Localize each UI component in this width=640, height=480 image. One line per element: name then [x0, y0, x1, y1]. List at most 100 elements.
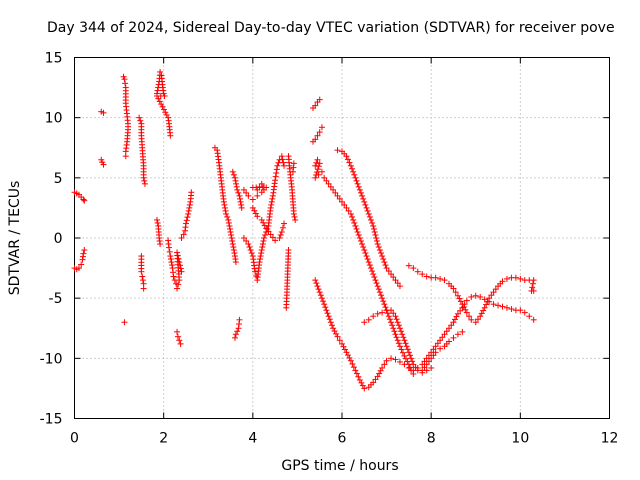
- data-point-marker: [352, 222, 359, 229]
- data-point-marker: [182, 220, 189, 227]
- data-point-marker: [260, 219, 267, 226]
- data-point-marker: [512, 274, 519, 281]
- data-point-marker: [428, 364, 435, 371]
- data-point-marker: [80, 250, 87, 257]
- data-point-marker: [256, 183, 263, 190]
- data-point-marker: [432, 343, 439, 350]
- data-point-marker: [388, 355, 395, 362]
- data-point-marker: [408, 355, 415, 362]
- data-point-marker: [334, 147, 341, 154]
- data-point-marker: [231, 250, 238, 257]
- data-point-marker: [141, 180, 148, 187]
- data-point-marker: [333, 330, 340, 337]
- data-point-marker: [340, 343, 347, 350]
- data-point-marker: [256, 259, 263, 266]
- data-point-marker: [379, 295, 386, 302]
- data-point-marker: [331, 328, 338, 335]
- data-point-marker: [355, 231, 362, 238]
- data-point-marker: [362, 250, 369, 257]
- data-point-marker: [138, 268, 145, 275]
- data-point-marker: [359, 241, 366, 248]
- data-point-marker: [154, 219, 161, 226]
- data-point-marker: [517, 307, 524, 314]
- data-point-marker: [403, 343, 410, 350]
- data-point-marker: [443, 328, 450, 335]
- data-point-marker: [240, 235, 247, 241]
- data-point-marker: [254, 192, 261, 199]
- data-point-marker: [281, 162, 288, 169]
- data-point-marker: [392, 331, 399, 338]
- data-point-marker: [327, 319, 334, 326]
- data-point-marker: [272, 237, 279, 244]
- data-point-marker: [330, 186, 337, 193]
- y-tick-label: -10: [40, 351, 63, 367]
- data-point-marker: [273, 170, 280, 177]
- data-point-marker: [276, 235, 283, 241]
- data-point-marker: [477, 293, 484, 300]
- data-point-marker: [454, 331, 461, 338]
- data-point-marker: [274, 162, 281, 169]
- data-point-marker: [380, 298, 387, 305]
- data-point-marker: [268, 201, 275, 208]
- data-point-marker: [517, 275, 524, 282]
- data-point-marker: [178, 235, 185, 241]
- data-point-marker: [361, 319, 368, 326]
- data-point-marker: [356, 376, 363, 383]
- data-point-marker: [140, 174, 147, 181]
- data-point-marker: [238, 204, 245, 211]
- data-point-marker: [160, 106, 167, 113]
- data-point-marker: [425, 358, 432, 365]
- data-point-marker: [177, 265, 184, 272]
- data-point-marker: [325, 180, 332, 187]
- data-point-marker: [223, 210, 230, 217]
- data-point-marker: [370, 225, 377, 232]
- data-point-marker: [235, 325, 242, 332]
- data-point-marker: [361, 198, 368, 205]
- data-point-marker: [263, 225, 270, 232]
- data-point-marker: [530, 277, 537, 284]
- data-point-marker: [388, 307, 395, 314]
- data-point-marker: [346, 354, 353, 361]
- data-point-marker: [396, 343, 403, 350]
- data-point-marker: [395, 322, 402, 329]
- y-tick-label: -5: [49, 291, 63, 307]
- data-point-marker: [349, 360, 356, 367]
- data-point-marker: [490, 301, 497, 308]
- data-point-marker: [405, 364, 412, 371]
- data-point-marker: [323, 177, 330, 184]
- data-point-marker: [394, 280, 401, 287]
- data-point-marker: [316, 289, 323, 296]
- data-point-marker: [158, 101, 165, 108]
- data-point-marker: [122, 153, 129, 160]
- data-point-marker: [273, 166, 280, 173]
- data-point-marker: [379, 309, 386, 316]
- data-point-marker: [278, 153, 285, 160]
- data-point-marker: [405, 262, 412, 269]
- data-point-marker: [409, 358, 416, 365]
- data-point-marker: [175, 281, 182, 288]
- data-point-marker: [318, 168, 325, 175]
- data-point-marker: [499, 303, 506, 310]
- data-point-marker: [167, 256, 174, 263]
- data-point-marker: [315, 286, 322, 293]
- data-point-marker: [341, 346, 348, 353]
- data-point-marker: [472, 319, 479, 326]
- data-point-marker: [350, 216, 357, 223]
- data-point-marker: [320, 298, 327, 305]
- data-point-marker: [355, 183, 362, 190]
- data-point-marker: [232, 334, 238, 341]
- data-point-marker: [174, 285, 181, 292]
- data-point-marker: [490, 289, 497, 296]
- data-point-marker: [186, 204, 193, 211]
- data-point-marker: [186, 201, 193, 208]
- data-point-marker: [121, 76, 128, 83]
- data-point-marker: [354, 180, 361, 187]
- data-point-marker: [234, 328, 241, 335]
- y-tick-label: 10: [45, 111, 63, 127]
- data-point-marker: [375, 286, 382, 293]
- data-point-marker: [441, 331, 448, 338]
- data-point-marker: [280, 159, 287, 166]
- data-point-marker: [383, 265, 390, 272]
- data-point-marker: [139, 277, 146, 284]
- y-tick-label: 15: [45, 51, 63, 67]
